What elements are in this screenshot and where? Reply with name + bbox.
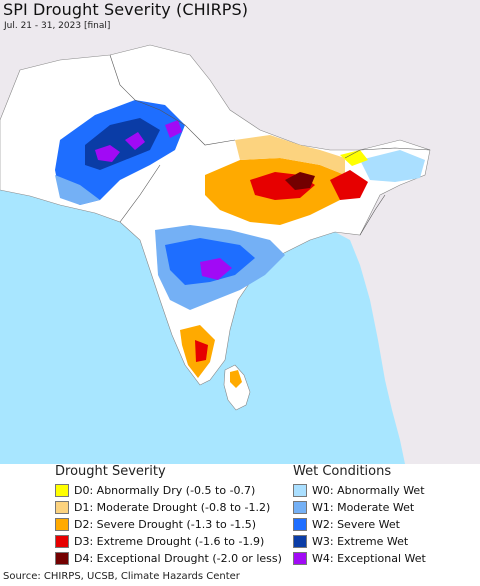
legend-drought: Drought Severity D0: Abnormally Dry (-0.… (55, 464, 282, 567)
drought-exceptional-east (285, 172, 315, 190)
legend-wet-heading: Wet Conditions (293, 464, 392, 479)
legend-label-w1: W1: Moderate Wet (312, 501, 415, 514)
map-title: SPI Drought Severity (CHIRPS) (3, 0, 249, 19)
map-canvas (0, 44, 431, 464)
legend-swatch-d0 (55, 484, 69, 497)
legend-item-d3: D3: Extreme Drought (-1.6 to -1.9) (55, 533, 282, 550)
legend-swatch-d4 (55, 552, 69, 565)
drought-extreme-east (330, 170, 368, 200)
legend-item-w3: W3: Extreme Wet (293, 533, 426, 550)
ocean (0, 190, 405, 464)
source-credit: Source: CHIRPS, UCSB, Climate Hazards Ce… (3, 571, 240, 582)
drought-moderate-north (235, 135, 345, 175)
sri-lanka-dry (230, 370, 242, 388)
legend-drought-heading: Drought Severity (55, 464, 166, 479)
legend-label-d3: D3: Extreme Drought (-1.6 to -1.9) (74, 535, 265, 548)
legend-swatch-d3 (55, 535, 69, 548)
wet-abnormal-northeast (360, 150, 425, 182)
legend-swatch-d1 (55, 501, 69, 514)
drought-map: SPI Drought Severity (CHIRPS) Jul. 21 - … (0, 0, 480, 464)
legend: Drought Severity D0: Abnormally Dry (-0.… (0, 464, 480, 570)
border-line-east (344, 147, 431, 236)
legend-swatch-w1 (293, 501, 307, 514)
legend-label-d0: D0: Abnormally Dry (-0.5 to -0.7) (74, 484, 256, 497)
legend-item-d2: D2: Severe Drought (-1.3 to -1.5) (55, 516, 282, 533)
legend-wet: Wet Conditions W0: Abnormally Wet W1: Mo… (293, 464, 426, 567)
drought-extreme-south-tip (195, 340, 208, 362)
legend-swatch-w3 (293, 535, 307, 548)
wet-exceptional-west-1 (95, 145, 120, 162)
border-line (109, 54, 236, 223)
legend-label-w4: W4: Exceptional Wet (312, 552, 426, 565)
legend-item-w4: W4: Exceptional Wet (293, 550, 426, 567)
legend-swatch-w4 (293, 552, 307, 565)
legend-label-d2: D2: Severe Drought (-1.3 to -1.5) (74, 518, 257, 531)
map-date-range: Jul. 21 - 31, 2023 [final] (4, 21, 111, 31)
legend-item-d1: D1: Moderate Drought (-0.8 to -1.2) (55, 499, 282, 516)
legend-item-w0: W0: Abnormally Wet (293, 482, 426, 499)
wet-exceptional-west-2 (125, 132, 145, 150)
legend-label-w2: W2: Severe Wet (312, 518, 400, 531)
legend-item-w1: W1: Moderate Wet (293, 499, 426, 516)
legend-item-w2: W2: Severe Wet (293, 516, 426, 533)
drought-dry-northeast (340, 150, 368, 166)
legend-swatch-w2 (293, 518, 307, 531)
legend-label-d1: D1: Moderate Drought (-0.8 to -1.2) (74, 501, 271, 514)
legend-item-d4: D4: Exceptional Drought (-2.0 or less) (55, 550, 282, 567)
wet-exceptional-north (165, 120, 182, 138)
legend-label-d4: D4: Exceptional Drought (-2.0 or less) (74, 552, 282, 565)
wet-moderate-west (55, 175, 100, 205)
legend-label-w0: W0: Abnormally Wet (312, 484, 425, 497)
legend-label-w3: W3: Extreme Wet (312, 535, 409, 548)
wet-exceptional-south (200, 258, 232, 280)
legend-item-d0: D0: Abnormally Dry (-0.5 to -0.7) (55, 482, 282, 499)
legend-swatch-d2 (55, 518, 69, 531)
legend-swatch-w0 (293, 484, 307, 497)
